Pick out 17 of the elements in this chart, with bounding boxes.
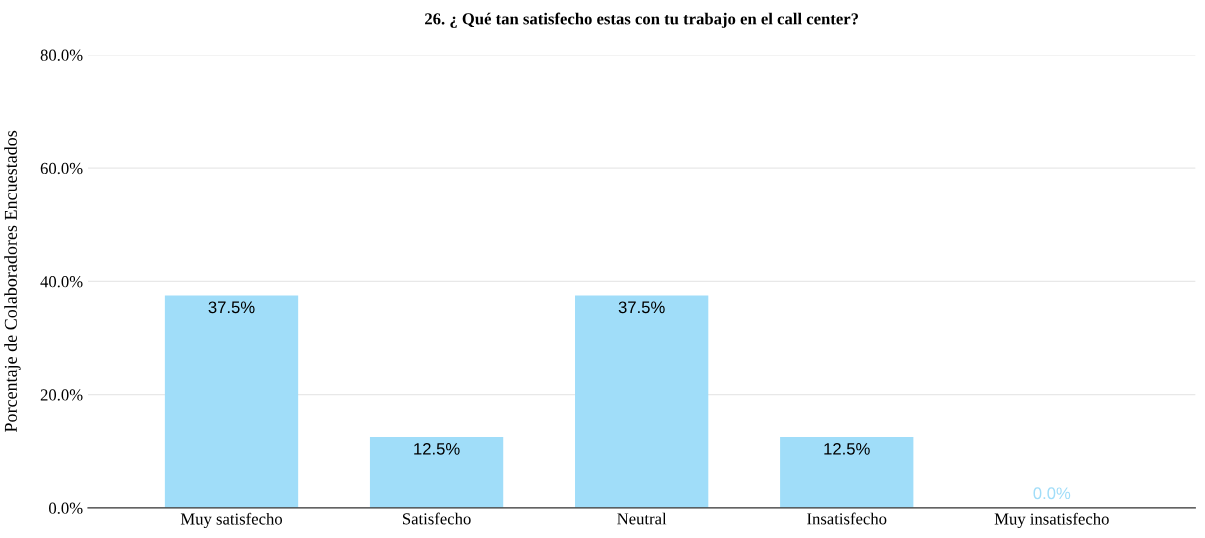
x-tick-label: Neutral — [617, 512, 667, 525]
x-tick-label: Insatisfecho — [807, 512, 887, 525]
data-label: 0.0% — [1033, 487, 1071, 500]
data-label: 12.5% — [824, 442, 870, 455]
data-label: 37.5% — [618, 301, 665, 314]
chart-title: 26. ¿ Qué tan satisfecho estas con tu trabajo en el call center? — [425, 12, 858, 28]
y-tick-label: 0.0% — [49, 502, 83, 514]
data-label: 37.5% — [208, 301, 255, 314]
data-label: 12.5% — [414, 442, 460, 455]
y-tick-label: 60.0% — [40, 162, 83, 175]
y-tick-label: 80.0% — [40, 49, 83, 61]
y-tick-label: 40.0% — [40, 276, 83, 288]
y-axis-title: Porcentaje de Colaboradores Encuestados — [4, 130, 21, 433]
x-tick-label: Satisfecho — [402, 512, 471, 525]
x-tick-label: Muy satisfecho — [180, 512, 283, 529]
x-tick-label: Muy insatisfecho — [994, 512, 1109, 529]
y-tick-label: 20.0% — [40, 389, 83, 401]
